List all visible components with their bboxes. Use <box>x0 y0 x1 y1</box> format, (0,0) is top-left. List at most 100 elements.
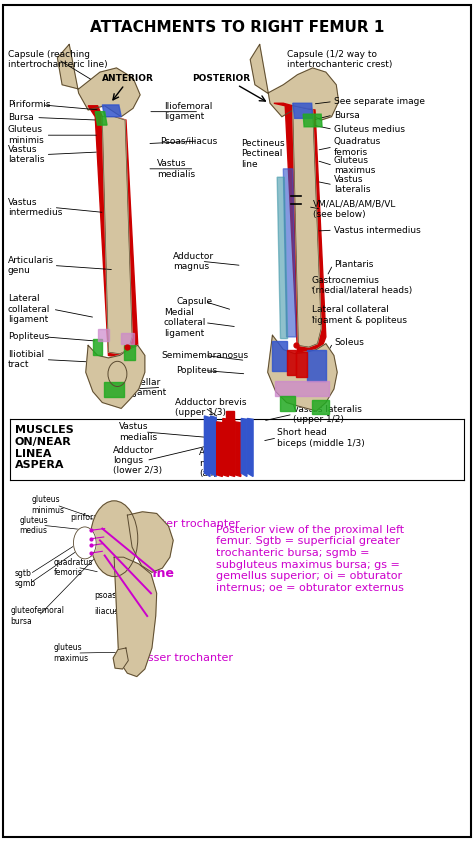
Polygon shape <box>204 416 210 477</box>
Ellipse shape <box>91 501 138 577</box>
Polygon shape <box>303 115 322 127</box>
Text: Gluteus medius: Gluteus medius <box>334 125 405 134</box>
Polygon shape <box>277 177 288 338</box>
Polygon shape <box>210 416 216 477</box>
Polygon shape <box>287 349 296 375</box>
Text: Gluteus
maximus: Gluteus maximus <box>334 156 375 175</box>
Text: Lateral
collateral
ligament: Lateral collateral ligament <box>8 295 50 324</box>
Polygon shape <box>113 648 128 669</box>
Text: Greater trochanter: Greater trochanter <box>136 519 240 529</box>
Text: gs: gs <box>85 530 93 536</box>
Text: quadratus
femoris: quadratus femoris <box>54 557 93 577</box>
Text: POSTERIOR: POSTERIOR <box>192 74 250 83</box>
Polygon shape <box>280 396 295 411</box>
Text: Quadratus
femoris: Quadratus femoris <box>334 137 381 157</box>
Text: gluteus
maximus: gluteus maximus <box>54 643 89 663</box>
Polygon shape <box>241 418 247 477</box>
Polygon shape <box>124 345 136 360</box>
Polygon shape <box>102 105 121 117</box>
Polygon shape <box>95 112 107 125</box>
Polygon shape <box>229 418 235 477</box>
Text: Semimembranosus: Semimembranosus <box>161 351 248 360</box>
Text: Bursa: Bursa <box>334 110 360 120</box>
Text: Articularis
genu: Articularis genu <box>8 256 54 275</box>
Text: Vastus lateralis
(upper 1/2): Vastus lateralis (upper 1/2) <box>293 404 362 424</box>
Text: ANTERIOR: ANTERIOR <box>102 74 154 83</box>
Text: Patellar
ligament: Patellar ligament <box>126 378 166 397</box>
Polygon shape <box>98 328 109 341</box>
Polygon shape <box>121 333 134 344</box>
Polygon shape <box>102 117 132 354</box>
Text: See separate image: See separate image <box>334 97 425 106</box>
Text: Short head
biceps (middle 1/3): Short head biceps (middle 1/3) <box>277 428 365 447</box>
Text: sgmb: sgmb <box>15 578 36 588</box>
Polygon shape <box>88 106 138 358</box>
Text: VM/AL/AB/AM/B/VL
(see below): VM/AL/AB/AM/B/VL (see below) <box>313 200 396 219</box>
Text: Vastus intermedius: Vastus intermedius <box>334 226 420 235</box>
Text: Medial
collateral
ligament: Medial collateral ligament <box>164 307 206 338</box>
Polygon shape <box>296 352 307 377</box>
Text: Vastus
lateralis: Vastus lateralis <box>334 175 370 195</box>
Text: Pectineus
Pectineal
line: Pectineus Pectineal line <box>241 139 284 168</box>
Text: gluteus
minimus: gluteus minimus <box>31 495 64 514</box>
Text: Iliofemoral
ligament: Iliofemoral ligament <box>164 102 212 121</box>
Polygon shape <box>283 168 296 337</box>
Text: Soleus: Soleus <box>334 338 364 347</box>
Text: Iliotibial
tract: Iliotibial tract <box>8 350 44 370</box>
Text: Lateral collateral
ligament & popliteus: Lateral collateral ligament & popliteus <box>312 306 407 325</box>
Polygon shape <box>235 422 241 477</box>
Text: Bursa: Bursa <box>8 113 34 122</box>
Text: Vastus
intermedius: Vastus intermedius <box>8 198 62 217</box>
Text: gi: gi <box>85 545 91 551</box>
Text: Piriformis: Piriformis <box>8 100 50 109</box>
Text: Gastrocnemius
(medial/lateral heads): Gastrocnemius (medial/lateral heads) <box>312 276 412 296</box>
Text: Adductor brevis
(upper 1/3): Adductor brevis (upper 1/3) <box>174 398 246 418</box>
Polygon shape <box>273 341 287 370</box>
Text: Vastus
medialis: Vastus medialis <box>156 159 195 179</box>
Text: Capsule (reaching
intertrochanteric line): Capsule (reaching intertrochanteric line… <box>8 50 108 69</box>
Text: Plantaris: Plantaris <box>334 260 373 269</box>
Text: Adductor
magnus
(all): Adductor magnus (all) <box>199 448 240 478</box>
Text: Lesser trochanter: Lesser trochanter <box>136 653 233 663</box>
Polygon shape <box>128 512 173 573</box>
Text: Psoas/iliacus: Psoas/iliacus <box>160 136 218 146</box>
Polygon shape <box>247 418 253 477</box>
Text: Popliteus: Popliteus <box>176 366 218 375</box>
Polygon shape <box>307 349 326 381</box>
Text: piriformis: piriformis <box>71 513 108 522</box>
Text: oe: oe <box>85 552 93 558</box>
Ellipse shape <box>108 361 127 386</box>
Polygon shape <box>275 381 329 396</box>
Text: sgtb: sgtb <box>15 569 32 578</box>
Text: psoas: psoas <box>94 591 117 600</box>
Polygon shape <box>86 345 145 408</box>
Polygon shape <box>293 104 313 119</box>
Text: Posterior view of the proximal left
femur. Sgtb = superficial greater
trochanter: Posterior view of the proximal left femu… <box>216 525 404 593</box>
Polygon shape <box>312 400 329 414</box>
Text: Popliteus: Popliteus <box>8 333 49 342</box>
Text: Gluteus
minimis: Gluteus minimis <box>8 125 44 145</box>
Text: IT Line: IT Line <box>128 568 174 580</box>
Text: MUSCLES
ON/NEAR
LINEA
ASPERA: MUSCLES ON/NEAR LINEA ASPERA <box>15 425 73 471</box>
Ellipse shape <box>73 527 96 559</box>
Text: iliacus: iliacus <box>94 607 119 616</box>
Polygon shape <box>104 382 124 397</box>
Text: Adductor
longus
(lower 2/3): Adductor longus (lower 2/3) <box>113 445 162 476</box>
Text: gluteofemoral
bursa: gluteofemoral bursa <box>10 606 64 626</box>
Text: ATTACHMENTS TO RIGHT FEMUR 1: ATTACHMENTS TO RIGHT FEMUR 1 <box>90 20 384 35</box>
Text: oi: oi <box>85 538 91 544</box>
Text: Adductor
magnus: Adductor magnus <box>173 252 214 271</box>
Polygon shape <box>293 106 321 347</box>
Polygon shape <box>274 104 326 354</box>
Polygon shape <box>93 338 102 355</box>
Polygon shape <box>250 45 338 120</box>
Polygon shape <box>226 411 235 421</box>
Text: Capsule: Capsule <box>176 297 213 306</box>
Text: Vastus
lateralis: Vastus lateralis <box>8 145 44 164</box>
Text: Capsule (1/2 way to
intertrochanteric crest): Capsule (1/2 way to intertrochanteric cr… <box>287 50 392 69</box>
Text: gluteus
medius: gluteus medius <box>19 515 48 535</box>
Text: Vastus
medialis: Vastus medialis <box>119 422 157 441</box>
Polygon shape <box>114 557 156 676</box>
Polygon shape <box>268 335 337 411</box>
Polygon shape <box>223 418 228 477</box>
